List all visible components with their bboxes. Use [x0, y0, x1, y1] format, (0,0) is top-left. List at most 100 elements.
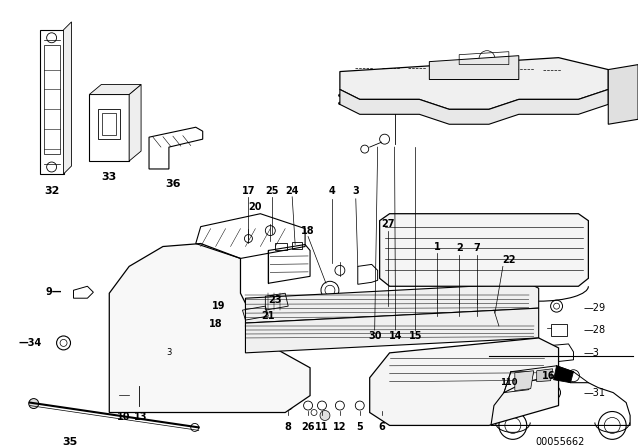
- Circle shape: [506, 94, 508, 97]
- Polygon shape: [608, 65, 638, 124]
- Text: 16: 16: [542, 371, 556, 381]
- Circle shape: [577, 94, 580, 97]
- Circle shape: [482, 94, 484, 97]
- Text: 33: 33: [102, 172, 117, 182]
- Text: 21: 21: [262, 311, 275, 321]
- Circle shape: [339, 94, 341, 97]
- Text: 14: 14: [388, 331, 403, 341]
- Polygon shape: [90, 85, 141, 95]
- Circle shape: [589, 102, 591, 104]
- Text: 00055662: 00055662: [536, 437, 585, 448]
- Circle shape: [482, 102, 484, 104]
- Circle shape: [470, 102, 472, 104]
- Text: 32: 32: [44, 186, 60, 196]
- Text: 24: 24: [285, 186, 299, 196]
- Text: 5: 5: [356, 422, 363, 432]
- Text: 36: 36: [165, 179, 180, 189]
- Circle shape: [529, 94, 532, 97]
- Circle shape: [351, 94, 353, 97]
- Polygon shape: [554, 366, 573, 383]
- Circle shape: [565, 94, 568, 97]
- Polygon shape: [246, 308, 539, 353]
- Text: 22: 22: [502, 255, 516, 265]
- Polygon shape: [515, 371, 534, 391]
- Text: 2: 2: [456, 244, 463, 254]
- Circle shape: [601, 94, 604, 97]
- Circle shape: [554, 94, 556, 97]
- Text: 7: 7: [474, 244, 481, 254]
- Circle shape: [29, 399, 38, 409]
- Bar: [292, 241, 302, 250]
- Circle shape: [422, 94, 424, 97]
- Circle shape: [387, 94, 388, 97]
- Circle shape: [339, 102, 341, 104]
- Polygon shape: [109, 244, 310, 413]
- Circle shape: [387, 102, 388, 104]
- Text: —34: —34: [19, 338, 42, 348]
- Text: —29: —29: [584, 303, 605, 313]
- Circle shape: [518, 102, 520, 104]
- Circle shape: [434, 102, 436, 104]
- Circle shape: [458, 94, 460, 97]
- Text: 19: 19: [212, 301, 225, 311]
- Text: —31: —31: [584, 388, 605, 398]
- Circle shape: [398, 102, 401, 104]
- Text: 13: 13: [134, 413, 148, 422]
- Polygon shape: [429, 56, 519, 79]
- Bar: [44, 45, 60, 154]
- Text: 3: 3: [166, 349, 172, 358]
- Circle shape: [458, 102, 460, 104]
- Polygon shape: [340, 90, 608, 124]
- Circle shape: [374, 94, 377, 97]
- Polygon shape: [129, 85, 141, 161]
- Text: 30: 30: [368, 331, 381, 341]
- Circle shape: [506, 102, 508, 104]
- Text: —28: —28: [584, 325, 605, 335]
- Polygon shape: [63, 22, 72, 174]
- Polygon shape: [380, 214, 588, 286]
- Circle shape: [398, 94, 401, 97]
- Circle shape: [351, 102, 353, 104]
- Circle shape: [362, 94, 365, 97]
- Text: 20: 20: [249, 202, 262, 212]
- Polygon shape: [246, 283, 539, 323]
- Text: —3: —3: [584, 348, 599, 358]
- Circle shape: [446, 94, 449, 97]
- Text: 27: 27: [381, 219, 394, 228]
- Text: 18: 18: [209, 319, 223, 329]
- Text: 110: 110: [500, 378, 518, 387]
- Circle shape: [565, 102, 568, 104]
- Polygon shape: [340, 58, 608, 109]
- Circle shape: [493, 102, 496, 104]
- Circle shape: [601, 102, 604, 104]
- Text: 12: 12: [333, 422, 347, 432]
- Text: 15: 15: [409, 331, 422, 341]
- Text: 26: 26: [301, 422, 315, 432]
- Text: 1: 1: [434, 241, 441, 251]
- Circle shape: [446, 102, 449, 104]
- Circle shape: [589, 94, 591, 97]
- Circle shape: [434, 94, 436, 97]
- Text: 18: 18: [301, 226, 315, 236]
- Bar: [275, 242, 287, 250]
- Circle shape: [410, 94, 413, 97]
- Text: 6: 6: [378, 422, 385, 432]
- Text: 10: 10: [116, 413, 130, 422]
- Text: 17: 17: [242, 186, 255, 196]
- Text: 23: 23: [269, 295, 282, 305]
- Text: 3: 3: [353, 186, 359, 196]
- Circle shape: [320, 410, 330, 421]
- Circle shape: [554, 102, 556, 104]
- Text: 35: 35: [62, 437, 77, 448]
- Circle shape: [518, 94, 520, 97]
- Circle shape: [493, 94, 496, 97]
- Text: 9—: 9—: [45, 287, 61, 297]
- Circle shape: [529, 102, 532, 104]
- Circle shape: [422, 102, 424, 104]
- Polygon shape: [370, 338, 559, 426]
- Text: 25: 25: [266, 186, 279, 196]
- Circle shape: [541, 94, 544, 97]
- Text: 11: 11: [316, 422, 329, 432]
- Bar: [102, 113, 116, 135]
- Circle shape: [362, 102, 365, 104]
